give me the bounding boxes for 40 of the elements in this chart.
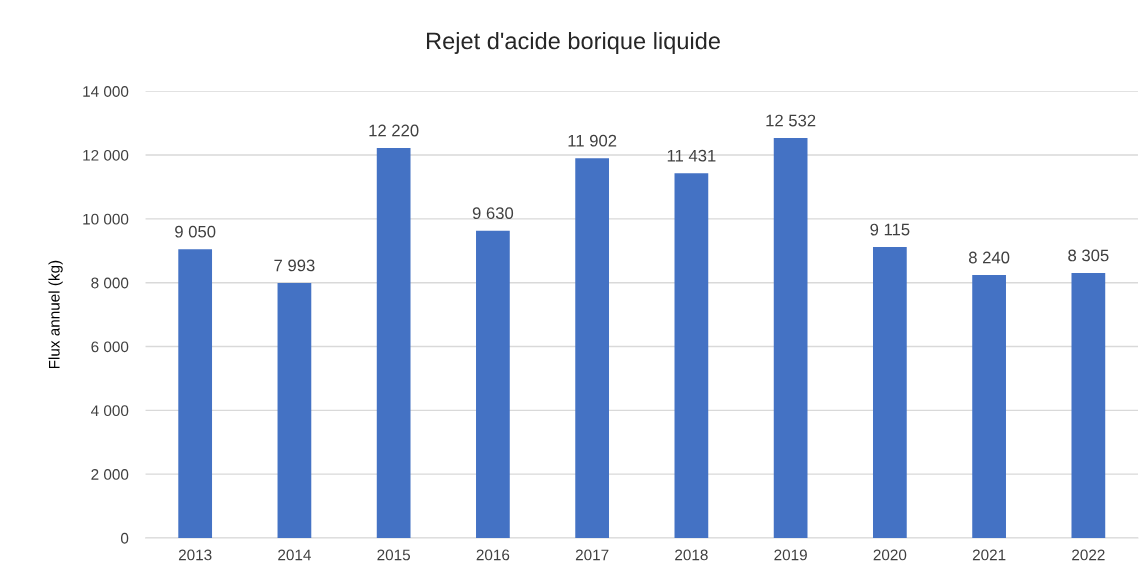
bar	[277, 282, 312, 539]
y-tick-label: 2 000	[91, 469, 129, 480]
bar	[1071, 272, 1106, 539]
bar	[376, 148, 411, 539]
x-tick-label: 2021	[972, 549, 1006, 561]
data-label: 8 240	[968, 251, 1010, 264]
data-label: 9 115	[870, 223, 910, 236]
x-tick-label: 2015	[377, 549, 411, 561]
bar	[674, 173, 709, 539]
data-label: 7 993	[274, 259, 315, 272]
data-label: 8 305	[1068, 249, 1109, 262]
x-tick-label: 2020	[873, 549, 907, 561]
x-tick-label: 2013	[178, 549, 212, 561]
y-axis-title: Flux annuel (kg)	[48, 260, 63, 369]
x-tick-label: 2018	[675, 549, 708, 561]
chart-title: Rejet d'acide borique liquide	[426, 31, 720, 54]
bar	[178, 249, 213, 539]
x-tick-label: 2014	[278, 549, 311, 561]
y-tick-label: 10 000	[83, 213, 129, 225]
y-tick-label: 12 000	[83, 149, 129, 161]
data-label: 11 431	[667, 149, 716, 162]
bar	[575, 158, 610, 539]
x-tick-label: 2022	[1072, 549, 1105, 561]
x-tick-label: 2019	[774, 549, 807, 561]
y-tick-label: 0	[120, 532, 129, 544]
data-label: 12 532	[766, 114, 816, 127]
x-tick-label: 2017	[575, 549, 609, 561]
bar	[476, 230, 510, 539]
data-label: 9 050	[175, 225, 216, 238]
x-tick-label: 2016	[476, 549, 510, 561]
data-label: 9 630	[472, 207, 514, 220]
bar	[972, 275, 1006, 539]
data-label: 11 902	[568, 134, 617, 147]
bar	[873, 247, 907, 539]
y-tick-label: 4 000	[91, 405, 129, 417]
data-label: 12 220	[369, 124, 419, 137]
y-tick-label: 8 000	[91, 277, 129, 289]
y-tick-label: 14 000	[83, 86, 129, 97]
bar	[773, 138, 808, 539]
y-tick-label: 6 000	[91, 341, 129, 353]
